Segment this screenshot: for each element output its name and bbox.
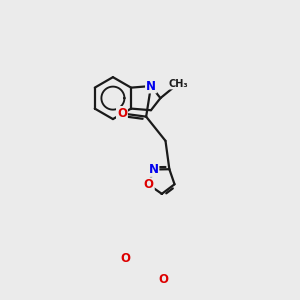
- Text: O: O: [158, 273, 168, 286]
- Text: methoxy: methoxy: [106, 268, 112, 270]
- Text: CH₃: CH₃: [168, 79, 188, 88]
- Text: O: O: [144, 178, 154, 191]
- Text: N: N: [146, 80, 156, 92]
- Text: methoxy: methoxy: [107, 268, 114, 270]
- Text: O: O: [120, 252, 130, 265]
- Text: O: O: [117, 107, 127, 120]
- Text: N: N: [148, 163, 158, 176]
